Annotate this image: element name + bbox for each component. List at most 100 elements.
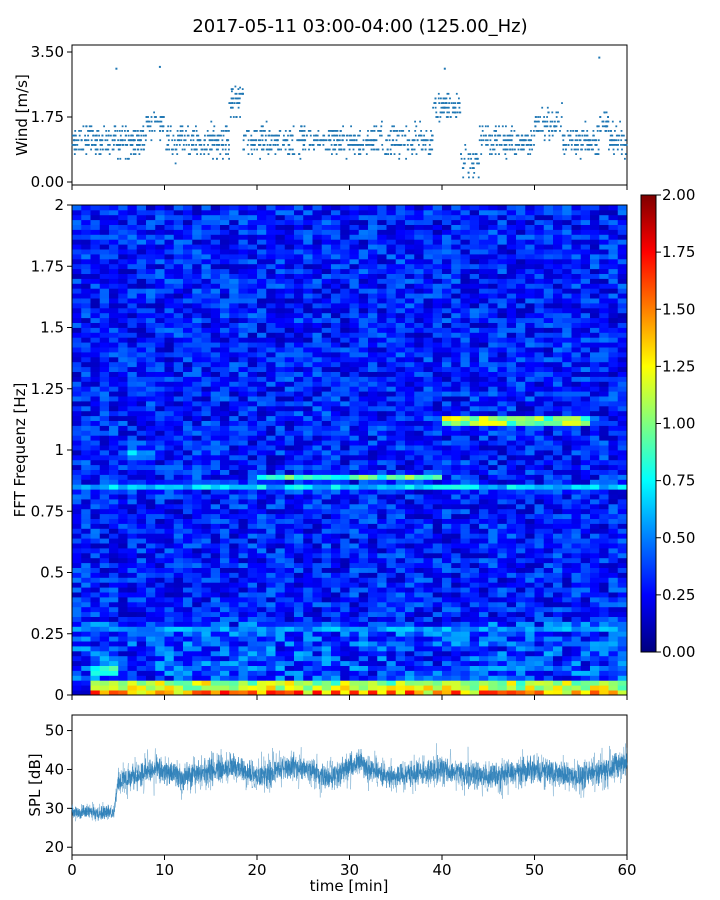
spectrogram-cell — [340, 562, 350, 568]
spectrogram-cell — [266, 513, 276, 519]
spectrogram-cell — [72, 621, 82, 627]
spectrogram-cell — [127, 332, 138, 338]
spectrogram-cell — [99, 484, 110, 490]
wind-point — [489, 148, 492, 151]
wind-point — [98, 134, 100, 137]
wind-point — [623, 134, 625, 137]
wind-point — [107, 134, 110, 137]
spectrogram-cell — [210, 616, 221, 622]
spectrogram-cell — [238, 303, 249, 309]
spectrogram-cell — [118, 293, 128, 299]
wind-point — [289, 134, 292, 137]
spectrogram-cell — [210, 298, 221, 304]
wind-point — [301, 134, 304, 137]
spectrogram-cell — [146, 513, 156, 519]
spectrogram-cell — [109, 332, 119, 338]
spectrogram-cell — [146, 572, 156, 578]
spectrogram-cell — [81, 484, 91, 490]
spectrogram-cell — [321, 410, 332, 417]
spectrogram-cell — [340, 454, 350, 461]
wind-point — [303, 134, 305, 137]
spectrogram-cell — [136, 224, 147, 230]
spectrogram-cell — [321, 381, 332, 387]
spectrogram-cell — [312, 606, 323, 613]
spectrogram-cell — [312, 298, 323, 304]
spectrogram-cell — [127, 601, 138, 608]
wind-point — [260, 125, 263, 128]
spectrogram-cell — [136, 263, 147, 270]
spectrogram-cell — [247, 376, 258, 382]
spectrogram-cell — [183, 592, 193, 598]
spectrogram-cell — [340, 376, 350, 382]
spectrogram-cell — [90, 317, 101, 323]
spectrogram-cell — [238, 543, 249, 549]
spectrogram-cell — [284, 337, 295, 343]
spectrogram-cell — [72, 484, 82, 490]
spectrogram-cell — [220, 611, 230, 617]
spectrogram-cell — [90, 342, 101, 348]
wind-point — [495, 144, 498, 146]
spectrogram-cell — [312, 396, 323, 402]
spectrogram-cell — [284, 244, 295, 250]
spectrogram-cell — [266, 626, 276, 632]
spectrogram-cell — [284, 464, 295, 470]
spectrogram-cell — [164, 435, 175, 441]
wind-point — [448, 102, 450, 104]
spectrogram-cell — [155, 552, 165, 559]
spectrogram-cell — [247, 249, 258, 255]
spectrogram-cell — [90, 312, 101, 319]
spectrogram-cell — [118, 415, 128, 421]
spectrogram-cell — [99, 489, 110, 495]
spectrogram-cell — [266, 660, 276, 666]
spectrogram-cell — [303, 548, 313, 554]
spectrogram-cell — [284, 327, 295, 333]
wind-point — [471, 162, 473, 165]
wind-point — [317, 144, 319, 146]
spectrogram-cell — [90, 513, 101, 519]
wind-point — [491, 134, 493, 137]
spectrogram-cell — [257, 415, 267, 421]
spectrogram-cell — [136, 312, 147, 319]
spectrogram-cell — [331, 597, 341, 603]
spectrogram-cell — [220, 352, 230, 358]
wind-point — [132, 153, 135, 155]
spectrogram-cell — [266, 454, 276, 461]
wind-point — [615, 144, 618, 146]
spectrogram-cell — [173, 273, 184, 279]
spectrogram-cell — [183, 254, 193, 260]
spectrogram-cell — [368, 244, 378, 250]
wind-point — [481, 125, 484, 128]
spectrogram-cell — [173, 450, 184, 456]
spectrogram-cell — [210, 219, 221, 225]
wind-point — [453, 111, 456, 114]
spectrogram-cell — [229, 665, 239, 671]
spectrogram-cell — [210, 401, 221, 407]
spectrogram-cell — [358, 587, 369, 593]
spectrogram-cell — [118, 582, 128, 588]
spectrogram-cell — [173, 386, 184, 392]
spectrogram-cell — [349, 205, 360, 211]
spectrogram-cell — [284, 577, 295, 583]
spectrogram-cell — [81, 376, 91, 382]
spectrogram-cell — [386, 352, 397, 358]
spectrogram-cell — [220, 209, 230, 216]
spectrogram-cell — [312, 450, 323, 456]
spectrogram-cell — [284, 219, 295, 225]
wind-point — [262, 125, 264, 128]
wind-y-tick-label: 0.00 — [31, 173, 64, 191]
spectrogram-cell — [72, 567, 82, 573]
spectrogram-cell — [146, 229, 156, 235]
spectrogram-cell — [72, 636, 82, 642]
spectrogram-cell — [229, 621, 239, 627]
wind-point — [333, 139, 335, 142]
spectrogram-cell — [72, 258, 82, 265]
spectrogram-cell — [358, 405, 369, 412]
wind-point — [575, 148, 577, 151]
spectrogram-cell — [312, 278, 323, 284]
spectrogram-cell — [164, 356, 175, 363]
spectrogram-cell — [109, 557, 119, 564]
wind-point — [288, 130, 291, 132]
spectrogram-cell — [210, 646, 221, 652]
spectrogram-cell — [321, 205, 332, 211]
spectrogram-cell — [349, 533, 360, 539]
